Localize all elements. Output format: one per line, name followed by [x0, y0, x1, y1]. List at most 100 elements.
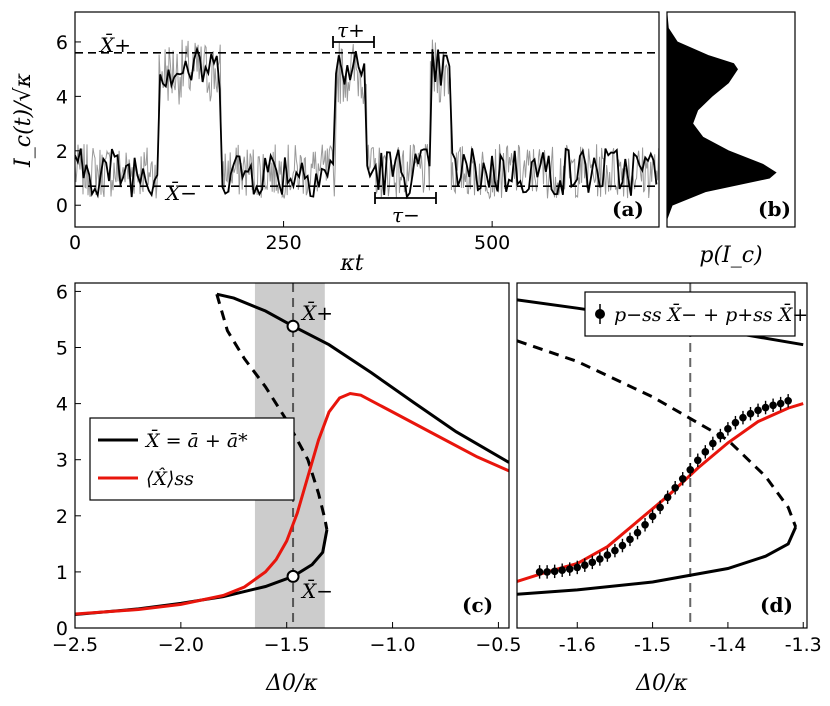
data-point: [618, 541, 627, 550]
panel-d-xtick-label: -1.6: [559, 634, 596, 656]
data-point: [633, 528, 642, 537]
legend-box: [584, 291, 796, 337]
data-point: [558, 566, 566, 575]
panel-a-frame: [74, 11, 660, 228]
panel-c-legend: X̄ = ā + ā* ⟨X̂⟩ss: [89, 417, 295, 501]
panel-c-xminus-label: X̄−: [300, 578, 333, 603]
tau-minus-bracket: [374, 192, 437, 204]
series-line-1: [517, 339, 798, 528]
panel-b-xlabel: p(I_c): [699, 243, 762, 268]
data-point: [761, 403, 770, 412]
data-point: [678, 474, 687, 483]
panel-c-ytick-label: 1: [56, 562, 68, 584]
data-point: [550, 567, 559, 576]
panel-c-ytick-label: 3: [56, 450, 68, 472]
data-point: [603, 551, 612, 559]
data-point: [746, 409, 755, 418]
data-point: [565, 565, 574, 573]
panel-d-xlabel: Δ0/κ: [635, 671, 688, 696]
panel-c-xlabel: Δ0/κ: [265, 671, 318, 696]
panel-d-legend: p−ss X̄− + p+ss X̄+: [584, 291, 808, 337]
panel-c-ytick-label: 5: [56, 338, 68, 360]
panel-d-axes: -1.6 -1.5 -1.4 -1.3: [559, 622, 822, 656]
data-point: [588, 558, 597, 567]
panel-a-tau-plus-label: τ+: [337, 18, 365, 42]
panel-a-xtick-label: 500: [474, 232, 510, 254]
panel-a-ylabel: I_c(t)/√κ: [11, 72, 36, 167]
data-point: [693, 456, 702, 465]
data-point: [686, 466, 695, 474]
panel-a-xtick-label: 250: [265, 232, 301, 254]
panel-c-xplus-label: X̄+: [300, 300, 333, 325]
trajectory-filtered-line: [75, 46, 658, 200]
panel-c-frame: [74, 282, 510, 629]
data-point: [731, 418, 740, 427]
panel-c-xtick-label: −2.5: [52, 634, 98, 656]
data-point: [641, 520, 649, 529]
panel-a-ytick-label: 6: [56, 32, 68, 54]
data-point: [701, 448, 710, 456]
data-point: [716, 431, 725, 440]
data-point: [776, 399, 785, 408]
data-point: [784, 397, 792, 405]
series-line-0: [216, 292, 509, 464]
panel-c-xtick-label: −2.0: [158, 634, 204, 656]
panel-d-xtick-label: -1.3: [785, 634, 822, 656]
panel-c: −2.5 −2.0 −1.5 −1.0 −0.5 0 1 2 3 4 5 6 X̄ = ā + ā* …: [52, 281, 522, 696]
panel-d-frame: [516, 282, 808, 629]
panel-d-xtick-label: -1.5: [634, 634, 671, 656]
legend-entry-weighted: p−ss X̄− + p+ss X̄+: [614, 303, 808, 326]
tau-plus-bracket: [332, 36, 375, 48]
data-point: [671, 483, 679, 492]
data-point: [739, 413, 747, 422]
data-point: [754, 406, 762, 415]
data-point: [535, 568, 544, 576]
panel-a-label: (a): [612, 197, 644, 221]
panel-d-label: (d): [760, 593, 793, 617]
series-line-3: [75, 391, 509, 616]
panel-c-xtick-label: −0.5: [475, 634, 521, 656]
data-point: [596, 555, 604, 563]
data-point: [663, 493, 672, 502]
panel-a-xminus-label: X̄−: [164, 180, 197, 205]
panel-a-xtick-label: 0: [69, 232, 81, 254]
legend-entry-xss: ⟨X̂⟩ss: [146, 468, 194, 490]
series-line-2: [517, 526, 798, 596]
data-point: [648, 512, 657, 521]
legend-entry-xbar: X̄ = ā + ā*: [144, 429, 248, 452]
data-point: [580, 561, 589, 569]
panel-c-xtick-label: −1.5: [264, 634, 310, 656]
panel-c-xtick-label: −1.0: [369, 634, 415, 656]
panel-c-label: (c): [462, 593, 493, 617]
legend-box: [89, 417, 295, 501]
panel-a-ytick-label: 4: [56, 86, 68, 108]
histogram-area: [667, 14, 777, 219]
data-point: [543, 568, 551, 576]
panel-b-frame: [666, 11, 796, 228]
panel-d-xtick-label: -1.4: [709, 634, 746, 656]
panel-b-label: (b): [758, 197, 791, 221]
panel-a-axes: 0 250 500 0 2 4 6: [56, 32, 510, 254]
panel-a-xlabel: κt: [339, 251, 363, 276]
data-point: [709, 439, 717, 448]
panel-c-ytick-label: 4: [56, 394, 68, 416]
panel-a-xplus-label: X̄+: [98, 32, 131, 57]
panel-a-ytick-label: 2: [56, 141, 68, 163]
panel-d-plot: [517, 283, 804, 628]
panel-c-ytick-label: 2: [56, 506, 68, 528]
panel-a-ytick-label: 0: [56, 195, 68, 217]
data-point: [656, 503, 664, 512]
series-line-3: [517, 402, 804, 583]
state-marker-1: [286, 569, 300, 583]
panel-b: (b) p(I_c): [666, 11, 796, 268]
data-point: [611, 546, 619, 555]
panel-a: 0 250 500 0 2 4 6 X̄+ X̄− τ+ τ− (a) κt I_c(t)/…: [11, 11, 660, 276]
panel-c-ytick-label: 0: [56, 618, 68, 640]
data-point: [769, 401, 777, 410]
panel-c-ytick-label: 6: [56, 281, 68, 303]
panel-d: -1.6 -1.5 -1.4 -1.3 p−ss X̄− + p+ss X̄+ (d)…: [516, 282, 822, 696]
data-point: [724, 425, 732, 433]
data-point: [626, 535, 634, 544]
state-marker-0: [286, 319, 300, 333]
